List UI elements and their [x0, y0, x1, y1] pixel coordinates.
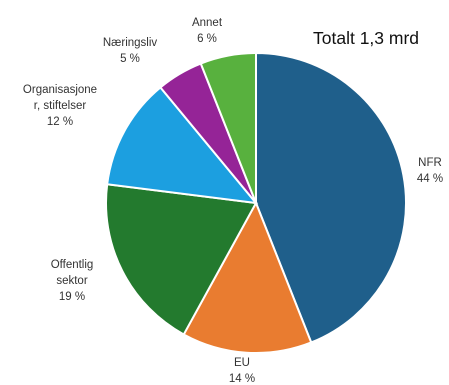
pie-slice-offentlig-sektor: [105, 183, 258, 336]
slice-label-offentlig-sektor: Offentlig sektor 19 %: [51, 259, 94, 303]
slice-label-eu: EU 14 %: [229, 357, 255, 385]
slice-label-naeringsliv: Næringsliv 5 %: [103, 37, 158, 65]
pie-slice-nfr: [255, 51, 407, 344]
chart-title: Totalt 1,3 mrd: [313, 28, 419, 48]
slice-label-annet: Annet 6 %: [192, 17, 223, 45]
pie-slices: [105, 51, 407, 354]
slice-labels: NFR 44 % EU 14 % Offentlig sektor 19 % Organisa…: [23, 17, 443, 385]
slice-label-nfr: NFR 44 %: [417, 157, 443, 185]
pie-slice-organisasjoner-stiftelser: [106, 86, 259, 205]
pie-slice-eu: [182, 200, 313, 354]
slice-label-organisasjoner-stiftelser: Organisasjone r, stiftelser 12 %: [23, 84, 97, 128]
pie-slice-annet: [199, 51, 257, 204]
